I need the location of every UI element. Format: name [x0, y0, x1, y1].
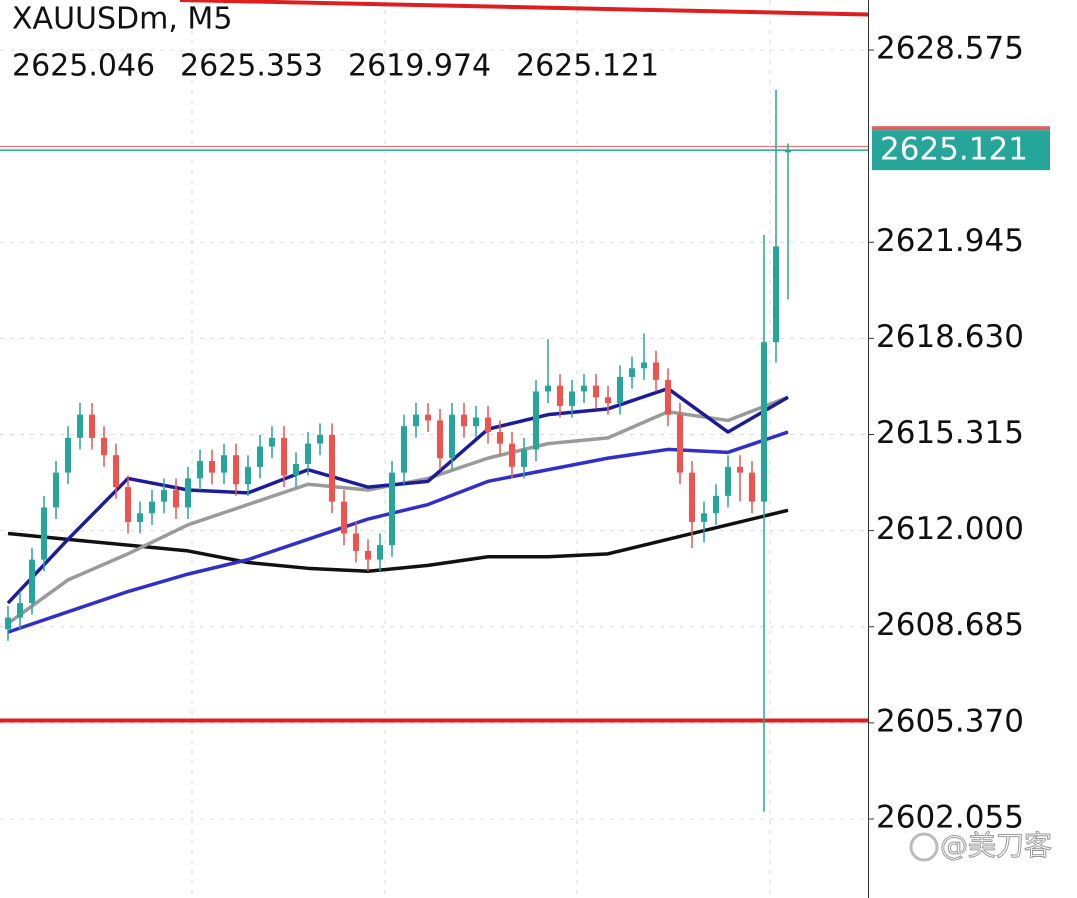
- candle-body: [245, 466, 251, 485]
- candle-body: [605, 397, 611, 404]
- ohlc-value: 2625.121: [516, 49, 659, 84]
- moving-average: [6, 386, 789, 605]
- candle-body: [401, 426, 407, 473]
- candle-body: [641, 362, 647, 369]
- candle-body: [689, 472, 695, 522]
- candle-body: [461, 414, 467, 427]
- ohlc-value: 2625.353: [180, 49, 323, 84]
- ohlc-readout: 2625.046 2625.353 2619.974 2625.121: [12, 49, 659, 84]
- y-tick-label: 2628.575: [876, 31, 1024, 67]
- candle-body: [581, 385, 587, 392]
- candle-body: [509, 443, 515, 467]
- candle-body: [197, 461, 203, 479]
- candle-body: [593, 385, 599, 398]
- current-price-box: [872, 130, 1050, 171]
- candle-body: [533, 391, 539, 450]
- candle-body: [557, 385, 563, 406]
- plot-area: [0, 0, 869, 820]
- candle-body: [149, 501, 155, 514]
- candle-body: [701, 513, 707, 522]
- candle-body: [329, 434, 335, 502]
- candle-body: [521, 449, 527, 467]
- y-tick-label: 2608.685: [876, 607, 1024, 643]
- current-price-label: 2625.121: [880, 132, 1028, 168]
- y-tick-label: 2602.055: [876, 799, 1024, 835]
- candle-body: [125, 487, 131, 522]
- candle-body: [749, 472, 755, 502]
- candle-body: [161, 490, 167, 502]
- moving-average: [7, 508, 789, 573]
- candle-body: [113, 455, 119, 488]
- candle-body: [425, 414, 431, 421]
- candle-body: [257, 446, 263, 467]
- candle-body: [29, 559, 35, 604]
- candle-body: [17, 603, 23, 618]
- candle-body: [137, 513, 143, 522]
- candle-body: [713, 495, 719, 514]
- candle-body: [725, 466, 731, 496]
- candle-body: [221, 455, 227, 473]
- candle-body: [737, 466, 743, 473]
- candle-body: [653, 362, 659, 380]
- y-tick-label: 2615.315: [876, 415, 1024, 451]
- moving-average: [7, 430, 789, 634]
- symbol-title: XAUUSDm, M5: [12, 2, 232, 37]
- y-tick-label: 2621.945: [876, 223, 1024, 259]
- candle-body: [281, 437, 287, 476]
- candle-body: [65, 437, 71, 473]
- ohlc-value: 2625.046: [12, 49, 155, 84]
- candle-body: [269, 437, 275, 447]
- candle-body: [617, 376, 623, 404]
- candle-body: [41, 507, 47, 560]
- watermark-logo: [909, 832, 939, 862]
- candle-body: [365, 550, 371, 560]
- horizontal-line: [179, 0, 869, 17]
- candle-body: [473, 417, 479, 427]
- candle-body: [209, 461, 215, 473]
- candle-body: [389, 472, 395, 546]
- candle-body: [233, 455, 239, 485]
- watermark-text: @美刀客: [940, 829, 1052, 862]
- watermark: @美刀客: [909, 829, 1053, 863]
- candle-body: [785, 150, 791, 153]
- y-tick-label: 2618.630: [876, 319, 1024, 355]
- ask-price-marker: [872, 126, 1050, 131]
- candle-body: [629, 368, 635, 377]
- candle-body: [761, 342, 767, 502]
- candle-body: [773, 246, 779, 343]
- candle-body: [89, 414, 95, 438]
- y-tick-label: 2612.000: [876, 511, 1024, 547]
- y-tick-label: 2605.370: [876, 703, 1024, 739]
- candle-body: [449, 414, 455, 459]
- candle-body: [317, 434, 323, 444]
- candle-body: [353, 533, 359, 551]
- candle-body: [497, 432, 503, 444]
- candle-body: [377, 545, 383, 560]
- candle-body: [53, 472, 59, 508]
- candle-body: [293, 463, 299, 476]
- candle-body: [437, 420, 443, 459]
- candle-body: [677, 414, 683, 473]
- candle-body: [305, 443, 311, 464]
- candle-body: [5, 617, 11, 630]
- candle-body: [173, 490, 179, 508]
- candle-body: [413, 414, 419, 427]
- candle-body: [485, 417, 491, 433]
- candle-body: [185, 478, 191, 508]
- candle-body: [341, 501, 347, 534]
- candle-body: [569, 391, 575, 406]
- candle-body: [545, 385, 551, 392]
- candle-body: [101, 437, 107, 456]
- candle-body: [665, 379, 671, 415]
- ohlc-value: 2619.974: [348, 49, 491, 84]
- candle-body: [77, 414, 83, 438]
